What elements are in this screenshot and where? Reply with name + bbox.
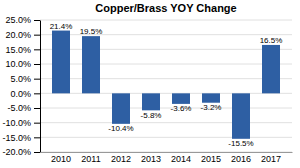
x-axis: 2010 2011 2012 2013 2014 2015 2016 2017 — [41, 153, 293, 165]
y-tick-mark — [34, 152, 40, 153]
y-tick-label: 15.0% — [5, 45, 31, 55]
grid — [40, 20, 292, 152]
grid-line — [40, 108, 292, 109]
y-tick-label: 5.0% — [10, 74, 31, 84]
x-axis-line — [41, 152, 293, 153]
y-tick-mark — [34, 137, 40, 138]
bar — [262, 45, 280, 93]
y-tick-label: 25.0% — [5, 15, 31, 25]
y-tick: -10.0% — [2, 118, 40, 128]
x-tick-label: 2014 — [171, 154, 191, 164]
grid-line — [40, 49, 292, 50]
y-tick: -5.0% — [7, 103, 40, 113]
x-tick: 2013 — [141, 154, 161, 164]
x-tick-label: 2013 — [141, 154, 161, 164]
y-tick-label: -20.0% — [2, 147, 31, 157]
x-tick-label: 2011 — [81, 154, 100, 164]
grid-line — [40, 137, 292, 138]
grid-line — [40, 122, 292, 123]
x-tick-label: 2017 — [261, 154, 281, 164]
bar — [202, 93, 220, 102]
x-tick-label: 2016 — [231, 154, 251, 164]
data-label: -10.4% — [108, 124, 133, 133]
x-tick: 2010 — [51, 154, 71, 164]
x-tick: 2012 — [111, 154, 131, 164]
grid-line — [40, 20, 292, 21]
y-tick-mark — [34, 64, 40, 65]
y-tick: 20.0% — [5, 30, 40, 40]
y-tick-label: 20.0% — [5, 30, 31, 40]
y-tick-mark — [34, 35, 40, 36]
y-tick: -15.0% — [2, 133, 40, 143]
y-tick-label: 10.0% — [5, 59, 31, 69]
y-axis-line — [40, 21, 41, 153]
x-tick: 2017 — [261, 154, 281, 164]
grid-line — [40, 64, 292, 65]
data-labels: 21.4% 19.5% -10.4% -5.8% -3.6% -3.2% -15.5% 16.… — [50, 22, 283, 149]
x-tick: 2014 — [171, 154, 191, 164]
data-label: -15.5% — [228, 139, 253, 148]
y-tick-mark — [34, 49, 40, 50]
bar — [52, 31, 70, 94]
grid-line — [40, 152, 292, 153]
y-tick-mark — [34, 79, 40, 80]
y-tick-mark — [34, 108, 40, 109]
data-label: -3.2% — [201, 103, 222, 112]
grid-line — [40, 93, 292, 94]
y-tick-mark — [34, 20, 40, 21]
y-axis: -20.0% -15.0% -10.0% -5.0% 0.0% 5.0% 10.0% 15.0… — [2, 15, 40, 157]
bar — [112, 93, 130, 124]
x-tick-label: 2012 — [111, 154, 131, 164]
title: Copper/Brass YOY Change — [95, 2, 236, 14]
y-tick: 5.0% — [10, 74, 40, 84]
y-tick-label: -5.0% — [7, 103, 31, 113]
bars — [52, 31, 280, 139]
x-tick: 2015 — [201, 154, 221, 164]
y-tick: 25.0% — [5, 15, 40, 25]
plot: -20.0% -15.0% -10.0% -5.0% 0.0% 5.0% 10.0% 15.0… — [2, 15, 292, 164]
grid-line — [40, 78, 292, 79]
x-tick-label: 2015 — [201, 154, 221, 164]
x-tick: 2011 — [81, 154, 100, 164]
data-label: 19.5% — [80, 27, 103, 36]
data-label: -5.8% — [141, 111, 162, 120]
bar — [232, 93, 250, 138]
y-tick: 10.0% — [5, 59, 40, 69]
bar — [142, 93, 160, 110]
bar — [172, 93, 190, 104]
x-tick: 2016 — [231, 154, 251, 164]
data-label: 16.5% — [260, 36, 283, 45]
bar — [82, 36, 100, 93]
y-tick: 0.0% — [10, 89, 40, 99]
y-tick-mark — [34, 93, 40, 94]
y-tick-label: -15.0% — [2, 133, 31, 143]
data-label: 21.4% — [50, 22, 73, 31]
chart: -20.0% -15.0% -10.0% -5.0% 0.0% 5.0% 10.0% 15.0… — [0, 0, 300, 168]
data-label: -3.6% — [171, 104, 192, 113]
y-tick: -20.0% — [2, 147, 40, 157]
y-tick: 15.0% — [5, 45, 40, 55]
y-tick-label: 0.0% — [10, 89, 31, 99]
y-tick-label: -10.0% — [2, 118, 31, 128]
grid-line — [40, 34, 292, 35]
x-tick-label: 2010 — [51, 154, 71, 164]
y-tick-mark — [34, 123, 40, 124]
